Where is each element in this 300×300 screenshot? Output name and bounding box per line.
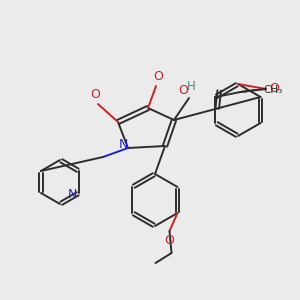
Text: O: O: [269, 82, 279, 94]
Text: CH₃: CH₃: [263, 85, 283, 95]
Text: O: O: [90, 88, 100, 100]
Text: O: O: [153, 70, 163, 83]
Text: N: N: [118, 139, 128, 152]
Text: H: H: [187, 80, 195, 92]
Text: N: N: [68, 188, 77, 202]
Text: O: O: [178, 85, 188, 98]
Text: O: O: [165, 233, 175, 247]
